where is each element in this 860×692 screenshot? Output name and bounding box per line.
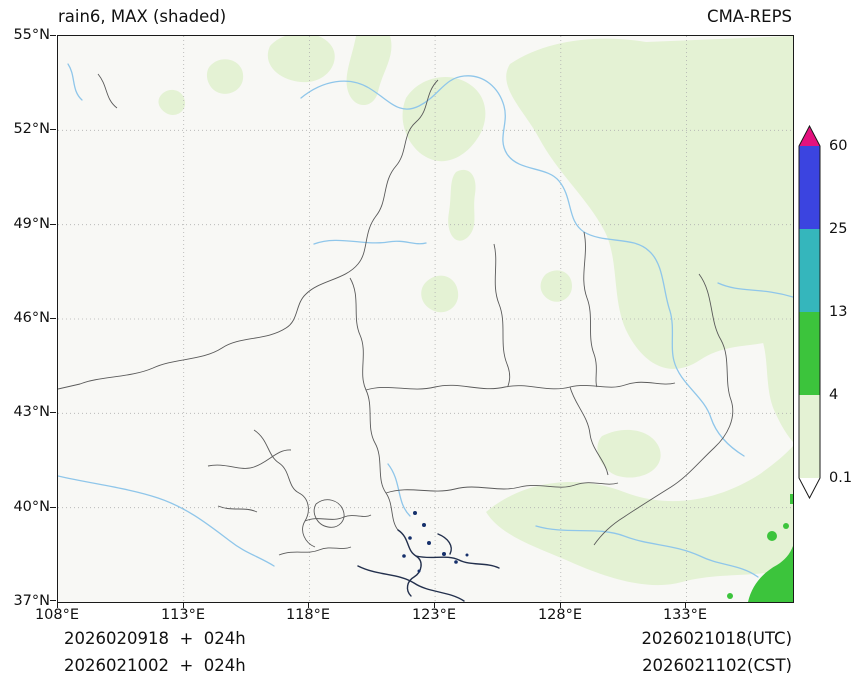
y-tick-46n: 46°N (13, 310, 50, 326)
y-tick-52n: 52°N (13, 121, 50, 137)
colorbar-label-25: 25 (829, 221, 848, 237)
colorbar-extend-min (799, 478, 820, 498)
axis-tick (50, 507, 56, 508)
axis-tick (50, 412, 56, 413)
x-tick-108e: 108°E (34, 607, 80, 623)
y-tick-55n: 55°N (13, 27, 50, 43)
y-tick-49n: 49°N (13, 216, 50, 232)
rain-shading-light-layer (158, 36, 793, 586)
axis-tick (685, 602, 686, 608)
province-borders-layer (58, 73, 734, 556)
coastline-layer (357, 529, 500, 602)
x-tick-133e: 133°E (662, 607, 708, 623)
colorbar-seg-0.1-4 (799, 395, 820, 478)
heavy-rain-specks-layer (402, 511, 469, 573)
x-tick-123e: 123°E (411, 607, 457, 623)
axis-tick (183, 602, 184, 608)
model-name: CMA-REPS (707, 7, 792, 26)
y-tick-40n: 40°N (13, 499, 50, 515)
colorbar-label-13: 13 (829, 304, 848, 320)
y-tick-43n: 43°N (13, 404, 50, 420)
axis-tick (50, 35, 56, 36)
x-tick-128e: 128°E (537, 607, 583, 623)
x-tick-118e: 118°E (285, 607, 331, 623)
colorbar-extend-max (799, 126, 820, 146)
rivers-layer (58, 63, 793, 578)
axis-tick (308, 602, 309, 608)
axis-tick (50, 318, 56, 319)
axis-tick (50, 224, 56, 225)
axis-tick (434, 602, 435, 608)
grid-layer (58, 36, 793, 602)
colorbar-seg-25-60 (799, 146, 820, 229)
rain-shading-green-layer (727, 494, 793, 602)
map-canvas (58, 36, 793, 602)
axis-tick (57, 602, 58, 608)
map-frame (57, 35, 794, 603)
valid-time-cst: 2026021102(CST) (642, 656, 792, 675)
axis-tick (560, 602, 561, 608)
colorbar-outline (798, 124, 821, 500)
colorbar-seg-4-13 (799, 312, 820, 395)
axis-tick (50, 600, 56, 601)
init-time-utc: 2026020918 + 024h (64, 629, 246, 648)
valid-time-utc: 2026021018(UTC) (641, 629, 792, 648)
init-time-cst: 2026021002 + 024h (64, 656, 246, 675)
colorbar-label-4: 4 (829, 387, 839, 403)
axis-tick (50, 129, 56, 130)
colorbar (798, 124, 821, 500)
plot-title: rain6, MAX (shaded) (58, 7, 227, 26)
colorbar-label-60: 60 (829, 138, 848, 154)
x-tick-113e: 113°E (160, 607, 206, 623)
colorbar-seg-13-25 (799, 229, 820, 312)
colorbar-label-0.1: 0.1 (829, 470, 853, 486)
y-tick-37n: 37°N (13, 593, 50, 609)
